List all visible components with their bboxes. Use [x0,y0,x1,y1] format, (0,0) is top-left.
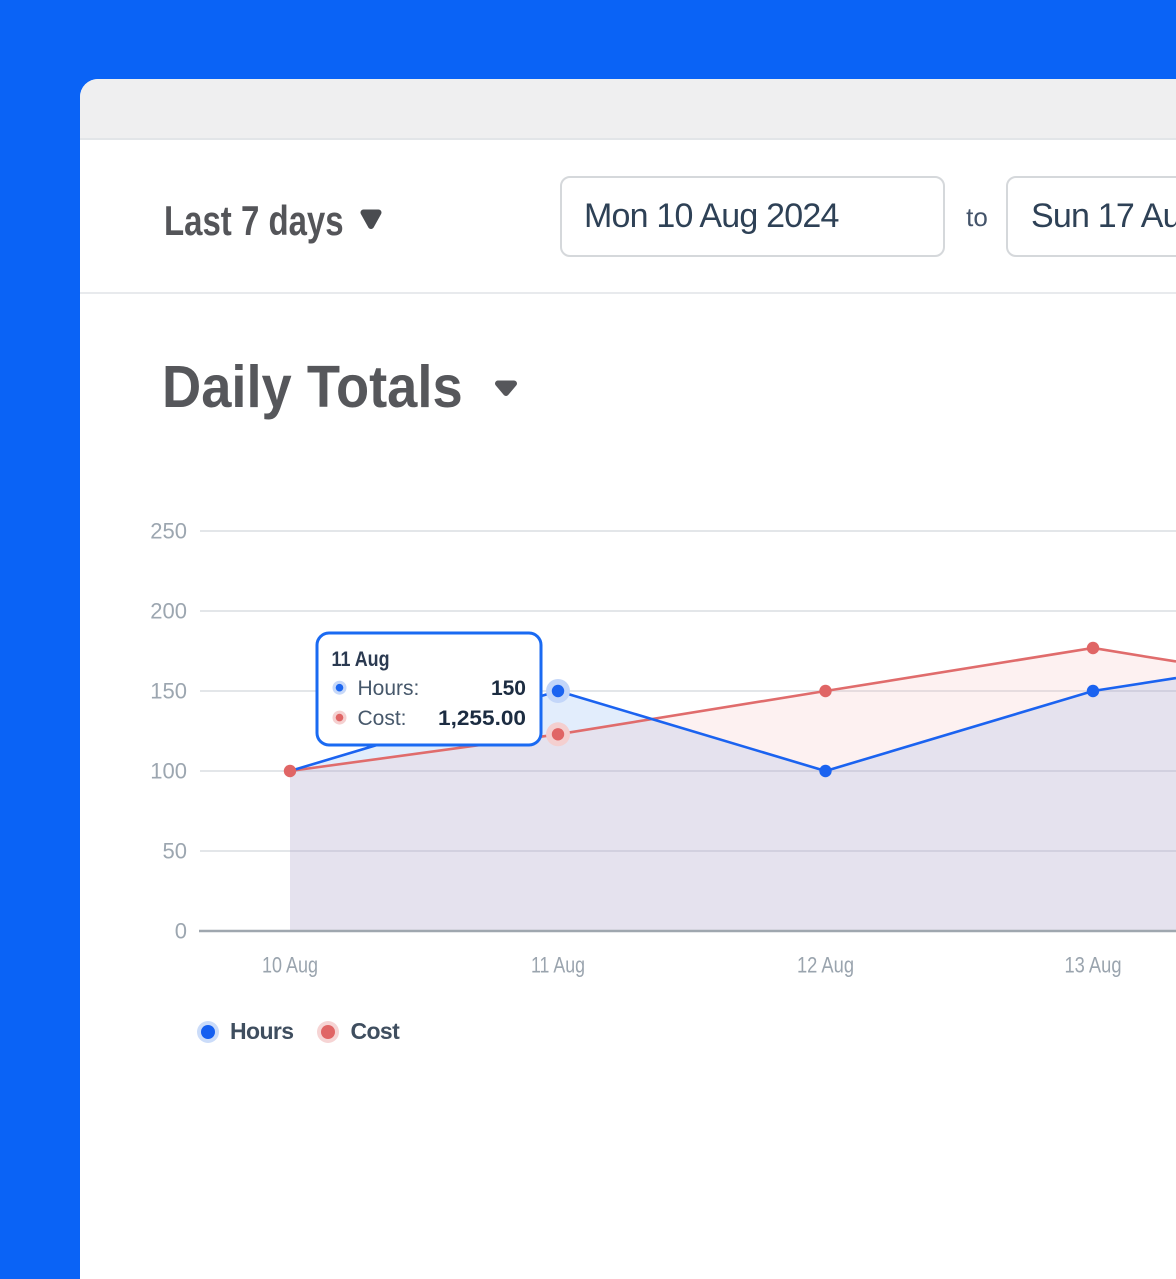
svg-text:1,255.00: 1,255.00 [438,707,526,730]
svg-text:0: 0 [175,919,187,944]
svg-text:11 Aug: 11 Aug [332,648,390,671]
svg-text:50: 50 [163,839,187,864]
svg-text:250: 250 [150,519,187,544]
svg-text:13 Aug: 13 Aug [1065,953,1122,978]
svg-text:200: 200 [150,599,187,624]
svg-text:150: 150 [491,677,526,700]
svg-text:100: 100 [150,759,187,784]
svg-text:Hours:: Hours: [358,677,420,700]
svg-text:150: 150 [150,679,187,704]
svg-text:10 Aug: 10 Aug [262,953,318,978]
svg-text:Cost:: Cost: [358,707,407,730]
svg-text:12 Aug: 12 Aug [797,953,854,978]
svg-text:11 Aug: 11 Aug [531,953,585,978]
